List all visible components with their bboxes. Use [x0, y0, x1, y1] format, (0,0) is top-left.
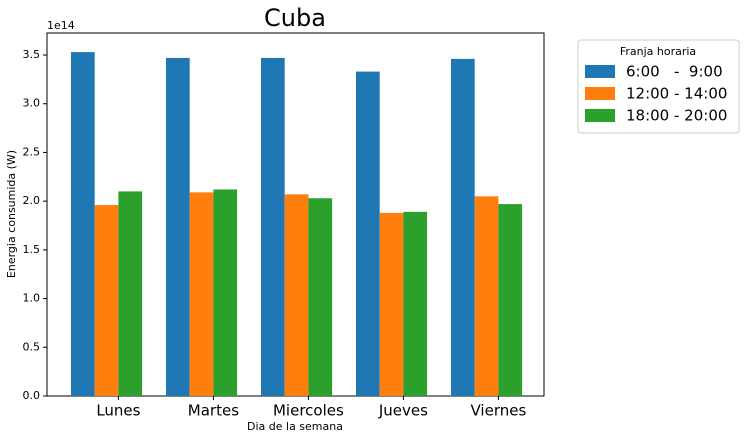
bar — [189, 192, 214, 396]
bar — [379, 212, 404, 396]
bar — [451, 58, 475, 397]
legend-label: 18:00 - 20:00 — [626, 107, 727, 125]
bar — [356, 71, 380, 396]
legend-label: 12:00 - 14:00 — [626, 85, 727, 103]
bar — [474, 196, 499, 396]
legend-swatch — [585, 109, 615, 122]
bar — [166, 57, 190, 396]
y-offset-label: 1e14 — [47, 19, 75, 32]
y-tick-label: 3.5 — [23, 48, 41, 61]
legend-swatch — [585, 87, 615, 100]
bar — [118, 191, 143, 396]
bar — [71, 52, 95, 397]
chart-title: Cuba — [264, 4, 326, 32]
bar — [498, 204, 523, 396]
y-tick-label: 0.5 — [23, 340, 41, 353]
legend-label: 6:00 - 9:00 — [626, 63, 723, 81]
legend-swatch — [585, 65, 615, 78]
legend-box — [577, 39, 740, 134]
y-tick-label: 3.0 — [23, 97, 41, 110]
y-tick-label: 1.0 — [23, 292, 41, 305]
y-tick-label: 1.5 — [23, 243, 41, 256]
x-tick-label: Miercoles — [273, 402, 344, 420]
y-tick-label: 2.0 — [23, 194, 41, 207]
bar — [261, 57, 285, 396]
legend: Franja horaria 6:00 - 9:00 12:00 - 14:00 1… — [577, 39, 740, 134]
x-tick-label: Lunes — [96, 402, 140, 420]
x-tick-label: Viernes — [471, 402, 527, 420]
y-tick-label: 0.0 — [23, 389, 41, 402]
x-tick-label: Jueves — [378, 402, 428, 420]
legend-title: Franja horaria — [620, 45, 696, 58]
y-tick-label: 2.5 — [23, 145, 41, 158]
x-axis-label: Dia de la semana — [247, 420, 343, 433]
bar — [403, 211, 428, 396]
bar — [308, 198, 333, 396]
bar — [284, 194, 309, 396]
bar — [94, 205, 119, 396]
bar — [213, 189, 238, 396]
x-tick-label: Martes — [188, 402, 239, 420]
y-axis-label: Energia consumida (W) — [5, 150, 18, 278]
